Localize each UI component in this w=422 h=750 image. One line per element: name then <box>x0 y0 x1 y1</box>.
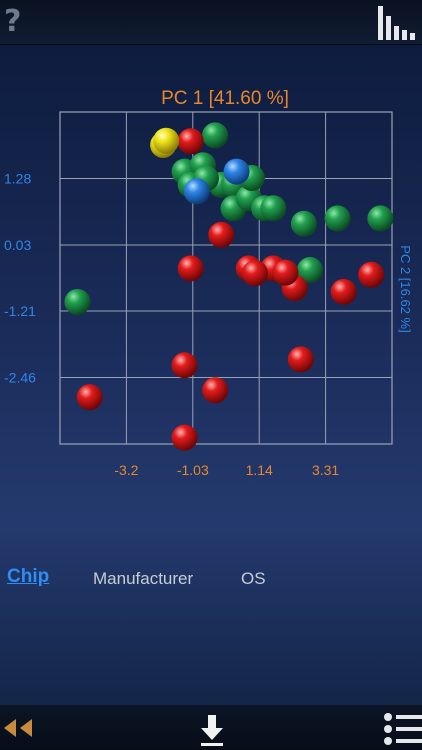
data-point[interactable] <box>177 128 204 155</box>
y-tick-label: -2.46 <box>4 369 36 385</box>
data-point[interactable] <box>64 288 91 315</box>
data-point[interactable] <box>208 221 235 248</box>
bottom-toolbar <box>0 705 422 750</box>
tab-os[interactable]: OS <box>241 569 266 588</box>
y-axis-label: PC 2 [16.62 %] <box>398 245 413 332</box>
data-point[interactable] <box>260 195 287 222</box>
top-toolbar: ? <box>0 0 422 45</box>
data-point[interactable] <box>202 122 229 149</box>
grouping-tabs: Chip Manufacturer OS <box>0 566 422 596</box>
x-tick-label: 3.31 <box>312 462 339 478</box>
data-point[interactable] <box>177 255 204 282</box>
y-tick-label: 0.03 <box>4 237 31 253</box>
data-points <box>64 122 394 451</box>
plot-frame <box>59 111 393 445</box>
x-tick-label: 1.14 <box>246 462 273 478</box>
bar-chart-icon[interactable] <box>376 4 416 40</box>
data-point[interactable] <box>171 352 198 379</box>
data-point[interactable] <box>287 346 314 373</box>
data-point[interactable] <box>202 377 229 404</box>
data-point[interactable] <box>241 260 268 287</box>
y-axis-ticks: 1.28 0.03 -1.21 -2.46 <box>4 171 36 386</box>
data-point[interactable] <box>358 261 385 288</box>
y-tick-label: -1.21 <box>4 303 36 319</box>
data-point[interactable] <box>223 158 250 185</box>
data-point[interactable] <box>290 210 317 237</box>
data-point[interactable] <box>153 127 180 154</box>
data-point[interactable] <box>272 259 299 286</box>
tab-manufacturer[interactable]: Manufacturer <box>93 569 194 588</box>
download-icon[interactable] <box>198 713 226 749</box>
pca-scatter-chart: PC 1 [41.60 %] -3.2 -1.03 1.14 3.31 1.28 0.0… <box>4 88 413 478</box>
y-tick-label: 1.28 <box>4 171 31 187</box>
chart-title: PC 1 [41.60 %] <box>161 88 289 109</box>
data-point[interactable] <box>183 178 210 205</box>
tab-chip[interactable]: Chip <box>7 566 50 587</box>
data-point[interactable] <box>330 278 357 305</box>
double-back-arrow-icon[interactable] <box>2 717 34 739</box>
data-point[interactable] <box>324 205 351 232</box>
x-axis-ticks: -3.2 -1.03 1.14 3.31 <box>114 462 339 478</box>
help-icon[interactable]: ? <box>4 4 22 39</box>
data-point[interactable] <box>76 384 103 411</box>
x-tick-label: -1.03 <box>177 462 209 478</box>
list-menu-icon[interactable] <box>382 709 422 749</box>
data-point[interactable] <box>171 424 198 451</box>
data-point[interactable] <box>367 205 394 232</box>
x-tick-label: -3.2 <box>114 462 138 478</box>
data-point[interactable] <box>296 257 323 284</box>
